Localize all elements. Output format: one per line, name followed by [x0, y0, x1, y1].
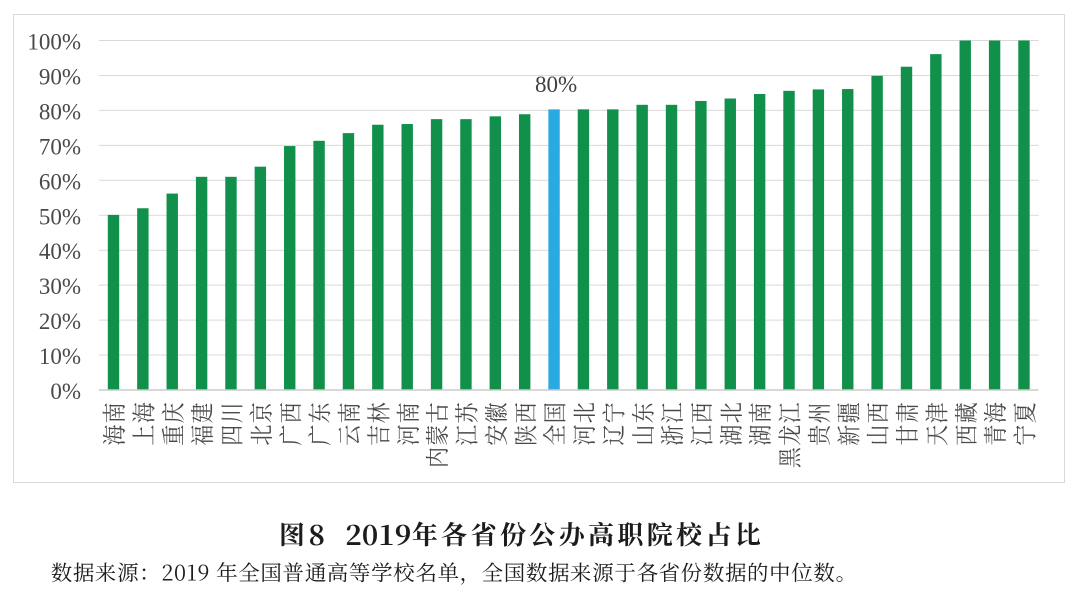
svg-text:河南: 河南: [390, 401, 424, 446]
svg-text:安徽: 安徽: [478, 401, 512, 446]
svg-text:江西: 江西: [684, 401, 718, 446]
svg-text:浙江: 浙江: [654, 401, 688, 446]
svg-text:陕西: 陕西: [508, 401, 542, 446]
svg-text:10%: 10%: [39, 344, 81, 369]
svg-text:新疆: 新疆: [831, 401, 865, 446]
svg-text:8: 8: [309, 514, 326, 554]
svg-text:福建: 福建: [185, 401, 219, 446]
svg-text:90%: 90%: [39, 64, 81, 89]
svg-text:青海: 青海: [978, 401, 1012, 446]
svg-text:山东: 山东: [625, 401, 659, 446]
svg-text:0%: 0%: [50, 379, 81, 404]
svg-text:80%: 80%: [535, 72, 577, 97]
svg-text:20%: 20%: [39, 309, 81, 334]
svg-text:80%: 80%: [39, 99, 81, 124]
svg-text:辽宁: 辽宁: [596, 401, 630, 446]
svg-text:年各省份公办高职院校占比: 年各省份公办高职院校占比: [412, 515, 764, 552]
svg-text:吉林: 吉林: [361, 401, 395, 446]
svg-text:2019: 2019: [345, 514, 411, 554]
svg-text:数据来源：2019 年全国普通高等学校名单，全国数据来源于各: 数据来源：2019 年全国普通高等学校名单，全国数据来源于各省份数据的中位数。: [51, 557, 858, 588]
svg-text:天津: 天津: [919, 401, 953, 446]
svg-text:河北: 河北: [566, 401, 600, 446]
svg-text:海南: 海南: [96, 401, 130, 446]
svg-text:宁夏: 宁夏: [1007, 401, 1041, 446]
svg-text:西藏: 西藏: [948, 401, 982, 446]
svg-text:上海: 上海: [126, 401, 160, 446]
svg-text:40%: 40%: [39, 239, 81, 264]
svg-text:60%: 60%: [39, 169, 81, 194]
svg-text:甘肃: 甘肃: [889, 401, 923, 446]
svg-text:重庆: 重庆: [155, 401, 189, 446]
svg-text:湖北: 湖北: [713, 401, 747, 446]
svg-text:70%: 70%: [39, 134, 81, 159]
svg-text:全国: 全国: [537, 401, 571, 446]
svg-text:50%: 50%: [39, 204, 81, 229]
svg-text:广西: 广西: [273, 401, 307, 446]
svg-text:图: 图: [279, 515, 309, 552]
svg-text:贵州: 贵州: [801, 401, 835, 446]
svg-text:江苏: 江苏: [449, 401, 483, 446]
svg-text:广东: 广东: [302, 401, 336, 446]
svg-text:山西: 山西: [860, 401, 894, 446]
svg-text:四川: 四川: [214, 401, 248, 446]
svg-text:黑龙江: 黑龙江: [772, 401, 806, 468]
svg-text:30%: 30%: [39, 274, 81, 299]
svg-text:云南: 云南: [331, 401, 365, 446]
svg-text:湖南: 湖南: [743, 401, 777, 446]
svg-text:内蒙古: 内蒙古: [419, 401, 453, 468]
svg-text:100%: 100%: [27, 30, 81, 55]
svg-text:北京: 北京: [243, 401, 277, 446]
